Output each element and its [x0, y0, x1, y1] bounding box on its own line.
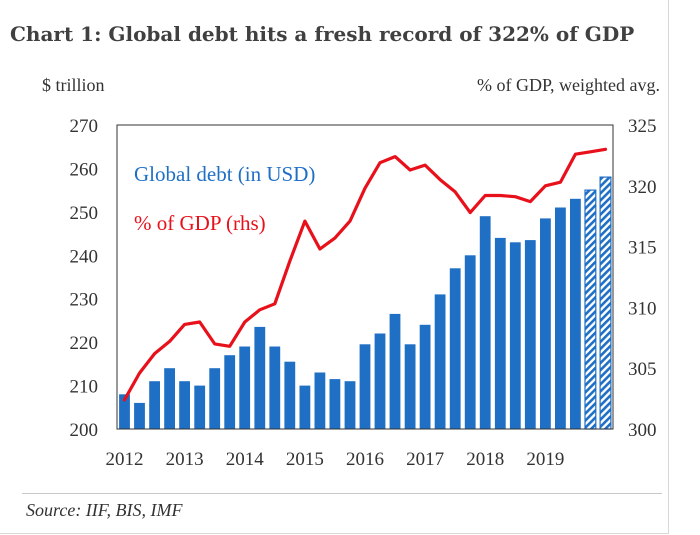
bar — [179, 381, 190, 429]
bar — [524, 240, 536, 429]
right-axis-unit: % of GDP, weighted avg. — [477, 75, 660, 95]
bar-series — [119, 176, 612, 430]
left-tick-label: 240 — [70, 246, 99, 267]
bar — [449, 268, 461, 429]
x-tick-label: 2018 — [466, 449, 504, 470]
bar — [149, 381, 160, 429]
bar — [299, 385, 311, 429]
gdp-line — [122, 147, 608, 402]
left-axis: 200 210 220 230 240 250 260 270 — [70, 116, 99, 441]
right-axis: 300 305 310 315 320 325 — [628, 116, 657, 441]
bar — [269, 346, 281, 429]
left-tick-label: 230 — [70, 290, 99, 311]
bar — [434, 294, 446, 429]
bar — [254, 326, 266, 429]
bar — [494, 237, 506, 429]
legend-gdp: % of GDP (rhs) — [134, 211, 266, 235]
bar — [555, 207, 566, 429]
bar — [419, 324, 431, 429]
bar — [284, 361, 296, 429]
right-tick-label: 305 — [628, 359, 657, 380]
x-tick-label: 2013 — [166, 449, 204, 470]
bar — [570, 198, 581, 429]
legend-debt: Global debt (in USD) — [134, 162, 315, 186]
left-tick-label: 250 — [70, 203, 99, 224]
bar — [374, 333, 386, 429]
bar-estimate — [599, 176, 612, 430]
bar — [314, 372, 326, 429]
bar — [540, 218, 551, 429]
bar — [194, 385, 206, 429]
x-tick-label: 2015 — [286, 449, 324, 470]
bar — [359, 344, 371, 429]
x-axis: 2012 2013 2014 2015 2016 2017 2018 2019 — [106, 449, 565, 470]
left-axis-unit: $ trillion — [42, 75, 105, 95]
x-tick-label: 2017 — [406, 449, 444, 470]
bar-estimate — [584, 189, 597, 430]
chart-title: Chart 1: Global debt hits a fresh record… — [10, 22, 635, 46]
bar — [329, 379, 341, 429]
right-tick-label: 315 — [628, 238, 657, 259]
bar — [344, 381, 356, 429]
bar — [209, 368, 221, 429]
bar — [164, 368, 175, 429]
bar — [389, 313, 401, 429]
right-tick-label: 325 — [628, 116, 657, 137]
bar — [404, 344, 416, 429]
left-tick-label: 200 — [70, 420, 99, 441]
plot-frame — [116, 124, 614, 430]
left-tick-label: 220 — [70, 333, 99, 354]
right-tick-label: 300 — [628, 420, 657, 441]
bar — [479, 216, 491, 429]
bar — [509, 242, 521, 429]
left-tick-label: 210 — [70, 377, 99, 398]
bar — [134, 402, 145, 429]
x-tick-label: 2012 — [106, 449, 144, 470]
bar — [224, 355, 236, 429]
line-series — [122, 147, 608, 402]
source-note: Source: IIF, BIS, IMF — [26, 500, 183, 520]
bar — [464, 255, 476, 429]
x-tick-label: 2014 — [226, 449, 265, 470]
source-divider — [22, 493, 662, 494]
left-tick-label: 270 — [70, 116, 99, 137]
x-tick-label: 2016 — [346, 449, 384, 470]
bar — [119, 394, 130, 429]
bar — [239, 346, 251, 429]
x-tick-label: 2019 — [526, 449, 564, 470]
right-tick-label: 310 — [628, 298, 657, 319]
right-tick-label: 320 — [628, 177, 657, 198]
left-tick-label: 260 — [70, 159, 99, 180]
